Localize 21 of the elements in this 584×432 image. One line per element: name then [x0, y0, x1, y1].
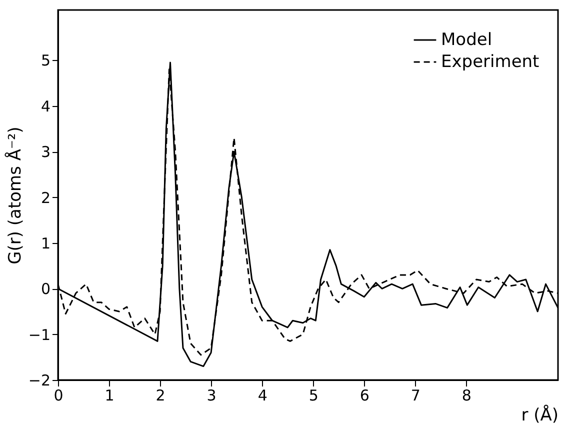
x-tick-label: 0 [54, 386, 64, 404]
x-tick-label: 7 [410, 386, 420, 404]
y-tick-label: 5 [40, 52, 50, 70]
y-tick-label: 0 [40, 280, 50, 298]
x-axis-title: r (Å) [521, 404, 558, 426]
x-tick-label: 4 [258, 386, 268, 404]
y-tick-label: −1 [28, 326, 50, 344]
y-tick-label: 3 [40, 143, 50, 162]
y-tick-label: 1 [40, 234, 50, 252]
x-tick-label: 1 [104, 386, 114, 404]
legend-label: Model [441, 30, 492, 50]
x-tick-label: 2 [156, 386, 166, 404]
x-tick-label: 5 [308, 386, 318, 404]
x-tick-label: 6 [360, 386, 370, 404]
x-tick-label: 8 [462, 386, 472, 404]
y-tick-label: 2 [40, 188, 50, 207]
x-tick-label: 3 [206, 386, 216, 404]
y-tick-label: 4 [40, 97, 50, 116]
y-axis-title: G(r) (atoms Å⁻²) [4, 126, 26, 264]
legend-label: Experiment [441, 52, 540, 72]
y-tick-label: −2 [28, 372, 50, 390]
